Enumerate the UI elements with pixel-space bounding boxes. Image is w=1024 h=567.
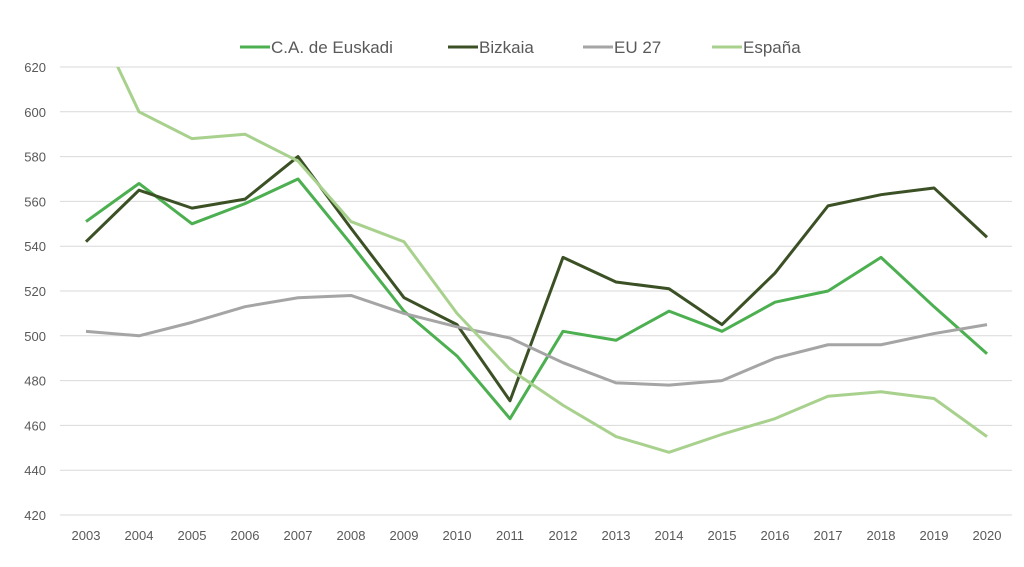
legend-label: EU 27 [614,38,661,57]
x-tick-label: 2012 [549,528,578,543]
x-tick-label: 2020 [973,528,1002,543]
y-tick-label: 460 [24,418,46,433]
legend-item: Bizkaia [448,38,534,57]
x-tick-label: 2010 [443,528,472,543]
series-line-espa-a [116,67,988,454]
y-tick-label: 580 [24,150,46,165]
y-tick-label: 540 [24,239,46,254]
x-tick-label: 2017 [814,528,843,543]
x-tick-label: 2015 [708,528,737,543]
x-tick-label: 2016 [761,528,790,543]
x-tick-label: 2007 [284,528,313,543]
x-tick-label: 2014 [655,528,684,543]
gridlines [60,66,1012,516]
x-tick-label: 2018 [867,528,896,543]
legend-label: C.A. de Euskadi [271,38,393,57]
y-tick-label: 520 [24,284,46,299]
y-axis-ticks: 420 440 460 480 500 520 540 560 580 600 620 [24,60,46,523]
legend-item: EU 27 [583,38,661,57]
x-tick-label: 2019 [920,528,949,543]
y-tick-label: 480 [24,374,46,389]
x-tick-label: 2011 [496,528,524,543]
y-tick-label: 500 [24,329,46,344]
series-line-bizkaia [84,155,989,403]
x-tick-label: 2005 [178,528,207,543]
y-tick-label: 620 [24,60,46,75]
x-tick-label: 2013 [602,528,631,543]
legend-item: C.A. de Euskadi [240,38,393,57]
series-lines [84,67,989,454]
x-tick-label: 2003 [72,528,101,543]
x-tick-label: 2006 [231,528,260,543]
series-line-eu-27 [85,293,988,387]
legend-item: España [712,38,801,57]
x-tick-label: 2009 [390,528,419,543]
y-tick-label: 600 [24,105,46,120]
x-tick-label: 2004 [125,528,154,543]
legend-label: España [743,38,801,57]
series-line-c-a-de-euskadi [85,177,988,421]
legend: C.A. de Euskadi Bizkaia EU 27 España [240,38,801,57]
y-tick-label: 560 [24,194,46,209]
legend-label: Bizkaia [479,38,534,57]
x-axis-ticks: 2003 2004 2005 2006 2007 2008 2009 2010 2011 2012… [72,528,1002,543]
x-tick-label: 2008 [337,528,366,543]
y-tick-label: 440 [24,463,46,478]
y-tick-label: 420 [24,508,46,523]
